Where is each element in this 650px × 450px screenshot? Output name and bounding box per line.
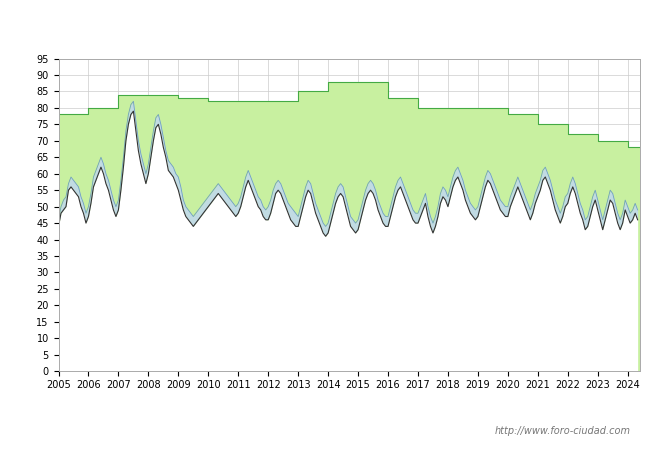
Text: Mirambel - Evolucion de la poblacion en edad de Trabajar Mayo de 2024: Mirambel - Evolucion de la poblacion en … <box>84 18 566 31</box>
Text: http://www.foro-ciudad.com: http://www.foro-ciudad.com <box>495 427 630 436</box>
